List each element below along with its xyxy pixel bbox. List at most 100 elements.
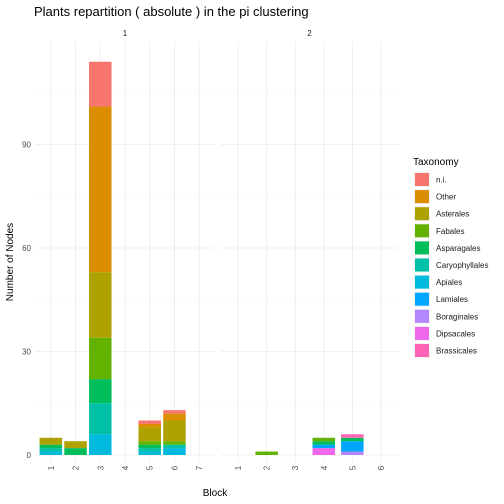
bar-segment xyxy=(163,410,186,414)
legend: Taxonomy n.i. Other Asterales Fabales Aspara… xyxy=(413,157,488,358)
bar-segment xyxy=(64,448,87,455)
bar-segment xyxy=(138,451,161,455)
bar-segment xyxy=(163,441,186,445)
stacked-bar-2 xyxy=(255,451,278,455)
bar-segment xyxy=(312,441,336,445)
legend-item: Lamiales xyxy=(414,291,468,307)
facet-strip-label: 2 xyxy=(307,29,312,38)
bar-segment xyxy=(138,444,161,449)
bar-segment xyxy=(138,420,161,424)
stacked-bar-5 xyxy=(138,420,161,455)
facet-panel-2: 2 1 2 3 4 5 6 xyxy=(221,29,398,470)
x-tick-label: 6 xyxy=(377,465,386,470)
x-tick-label: 3 xyxy=(96,465,105,470)
legend-swatch xyxy=(415,326,429,340)
facet-panels: 1 1 2 3 4 5 6 7 2 1 2 3 4 5 6 xyxy=(36,29,398,470)
y-axis: 0 30 60 90 xyxy=(22,141,31,461)
facet-strip-label: 1 xyxy=(123,29,128,38)
legend-item: Asparagales xyxy=(414,240,480,256)
legend-label: Lamiales xyxy=(436,295,468,304)
legend-label: Fabales xyxy=(436,227,464,236)
stacked-bar-3 xyxy=(89,61,112,455)
bar-segment xyxy=(341,434,364,438)
bar-segment xyxy=(39,448,63,452)
x-axis-title: Block xyxy=(203,488,228,499)
y-tick-label: 30 xyxy=(22,348,31,357)
legend-label: Brassicales xyxy=(436,347,477,356)
facet-panel-1: 1 1 2 3 4 5 6 7 xyxy=(36,29,214,470)
bar-segment xyxy=(341,441,364,452)
legend-label: Boraginales xyxy=(436,312,478,321)
legend-item: Asterales xyxy=(414,206,469,222)
legend-swatch xyxy=(415,292,429,306)
bar-segment xyxy=(163,448,186,455)
x-tick-label: 5 xyxy=(348,465,357,470)
x-tick-label: 5 xyxy=(146,465,155,470)
x-tick-label: 7 xyxy=(195,465,204,470)
bar-segment xyxy=(89,337,112,380)
legend-label: n.i. xyxy=(436,176,447,185)
stacked-bar-5 xyxy=(341,434,364,455)
bar-segment xyxy=(255,451,278,455)
bar-segment xyxy=(39,451,63,455)
bar-segment xyxy=(89,434,112,455)
legend-swatch xyxy=(415,258,429,272)
bar-segment xyxy=(163,444,186,449)
bar-segment xyxy=(89,272,112,338)
bar-segment xyxy=(163,420,186,442)
y-axis-title: Number of Nodes xyxy=(5,223,16,301)
stacked-bar-2 xyxy=(64,441,87,455)
bar-segment xyxy=(312,444,336,449)
legend-swatch xyxy=(415,173,429,186)
y-tick-label: 60 xyxy=(22,244,31,253)
bar-segment xyxy=(138,427,161,442)
legend-swatch xyxy=(415,207,429,221)
legend-swatch xyxy=(415,344,429,357)
bar-segment xyxy=(64,441,87,449)
bar-segment xyxy=(312,448,336,455)
bar-segment xyxy=(163,413,186,421)
legend-label: Asterales xyxy=(436,210,469,219)
x-tick-label: 1 xyxy=(47,465,56,470)
x-tick-label: 1 xyxy=(234,465,243,470)
legend-item: Boraginales xyxy=(414,308,478,324)
legend-label: Apiales xyxy=(436,278,462,287)
bar-segment xyxy=(312,437,336,442)
x-tick-label: 4 xyxy=(320,465,329,470)
stacked-bar-6 xyxy=(163,410,186,455)
legend-item: Brassicales xyxy=(414,343,477,358)
legend-swatch xyxy=(415,309,429,323)
bar-segment xyxy=(89,61,112,107)
legend-item: Apiales xyxy=(414,274,462,290)
legend-label: Asparagales xyxy=(436,244,480,253)
legend-item: Fabales xyxy=(414,223,464,239)
x-tick-label: 2 xyxy=(72,465,81,470)
bar-segment xyxy=(138,423,161,428)
legend-item: Caryophyllales xyxy=(414,257,488,273)
chart-title: Plants repartition ( absolute ) in the p… xyxy=(34,4,309,19)
legend-swatch xyxy=(415,224,429,238)
bar-segment xyxy=(89,403,112,435)
legend-label: Caryophyllales xyxy=(436,261,488,270)
x-tick-label: 4 xyxy=(121,465,130,470)
bar-segment xyxy=(89,106,112,273)
bar-segment xyxy=(39,437,63,445)
legend-item: Dipsacales xyxy=(414,325,475,341)
x-tick-label: 3 xyxy=(291,465,300,470)
bar-segment xyxy=(89,379,112,404)
legend-swatch xyxy=(415,241,429,255)
bar-segment xyxy=(138,441,161,445)
legend-label: Dipsacales xyxy=(436,329,475,338)
legend-item: Other xyxy=(414,189,456,205)
legend-swatch xyxy=(415,190,429,204)
x-tick-label: 6 xyxy=(170,465,179,470)
legend-swatch xyxy=(415,275,429,289)
legend-label: Other xyxy=(436,193,456,202)
x-tick-label: 2 xyxy=(263,465,272,470)
legend-title: Taxonomy xyxy=(413,157,459,168)
y-tick-label: 90 xyxy=(22,141,31,150)
bar-segment xyxy=(341,451,364,455)
bar-segment xyxy=(341,437,364,442)
stacked-bar-1 xyxy=(39,437,63,455)
